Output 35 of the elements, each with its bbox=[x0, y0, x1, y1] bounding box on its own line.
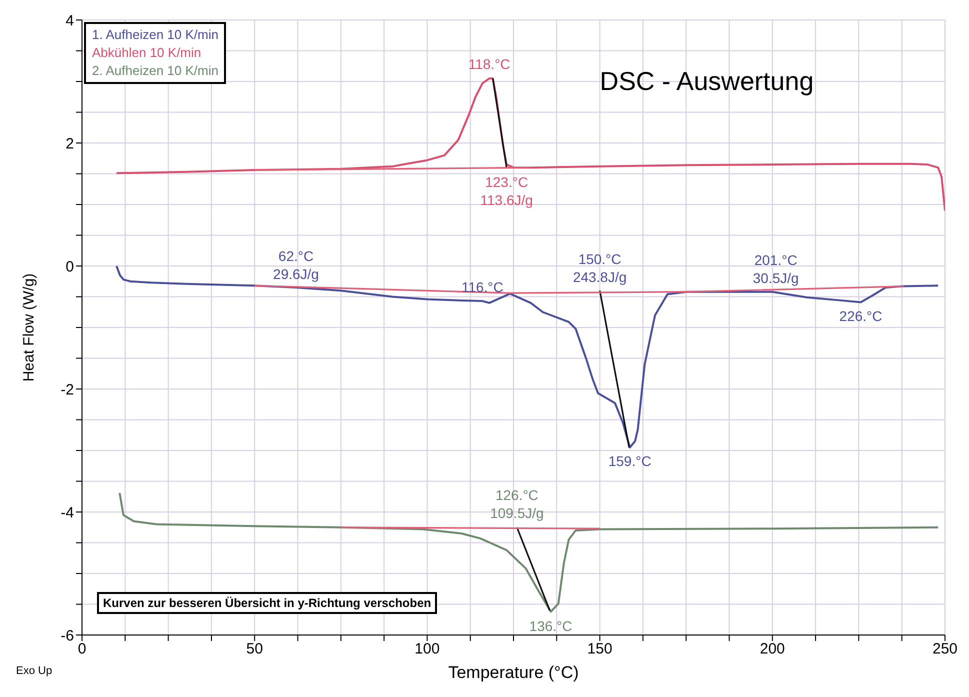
annotation: 243.8J/g bbox=[572, 268, 627, 285]
annotation: 136.°C bbox=[529, 618, 572, 634]
text: 2. Aufheizen 10 K/min bbox=[92, 62, 218, 80]
y-tick-label: -6 bbox=[60, 627, 74, 644]
annotation: 29.6J/g bbox=[273, 266, 319, 282]
annotation: 30.5J/g bbox=[752, 270, 799, 286]
x-tick-label: 100 bbox=[414, 640, 440, 658]
y-tick-label: 2 bbox=[66, 135, 74, 152]
annotation: 126.°C bbox=[495, 487, 538, 504]
y-tick-label: -4 bbox=[60, 504, 74, 522]
text: 1. Aufheizen 10 K/min bbox=[92, 26, 218, 44]
annotation: 201.°C bbox=[754, 252, 798, 268]
annotation: 116.°C bbox=[461, 279, 504, 296]
x-tick-label: 0 bbox=[78, 640, 86, 658]
y-axis-title: Heat Flow (W/g) bbox=[20, 273, 38, 382]
annotation: 62.°C bbox=[278, 248, 314, 264]
annotation: 226.°C bbox=[839, 308, 882, 324]
annotation: 150.°C bbox=[578, 250, 622, 267]
annotation: 113.6J/g bbox=[480, 192, 533, 208]
text: DSC - Auswertung bbox=[600, 66, 814, 97]
annotation: 159.°C bbox=[608, 453, 652, 470]
y-tick-label: 0 bbox=[66, 258, 74, 276]
y-tick-label: -2 bbox=[60, 381, 74, 398]
x-tick-label: 150 bbox=[587, 640, 612, 658]
annotation: 109.5J/g bbox=[490, 505, 544, 522]
x-axis-title: Temperature (°C) bbox=[448, 663, 579, 683]
annotation: 123.°C bbox=[485, 174, 528, 190]
x-tick-label: 50 bbox=[246, 640, 263, 658]
text: Exo Up bbox=[16, 665, 52, 677]
annotation: Kurven zur besseren Übersicht in y-Richtung verschoben bbox=[97, 592, 438, 614]
x-tick-label: 200 bbox=[760, 640, 785, 658]
x-tick-label: 250 bbox=[932, 640, 958, 658]
text: Abkühlen 10 K/min bbox=[92, 44, 202, 62]
y-tick-label: 4 bbox=[66, 12, 74, 30]
annotation: 118.°C bbox=[468, 56, 510, 72]
